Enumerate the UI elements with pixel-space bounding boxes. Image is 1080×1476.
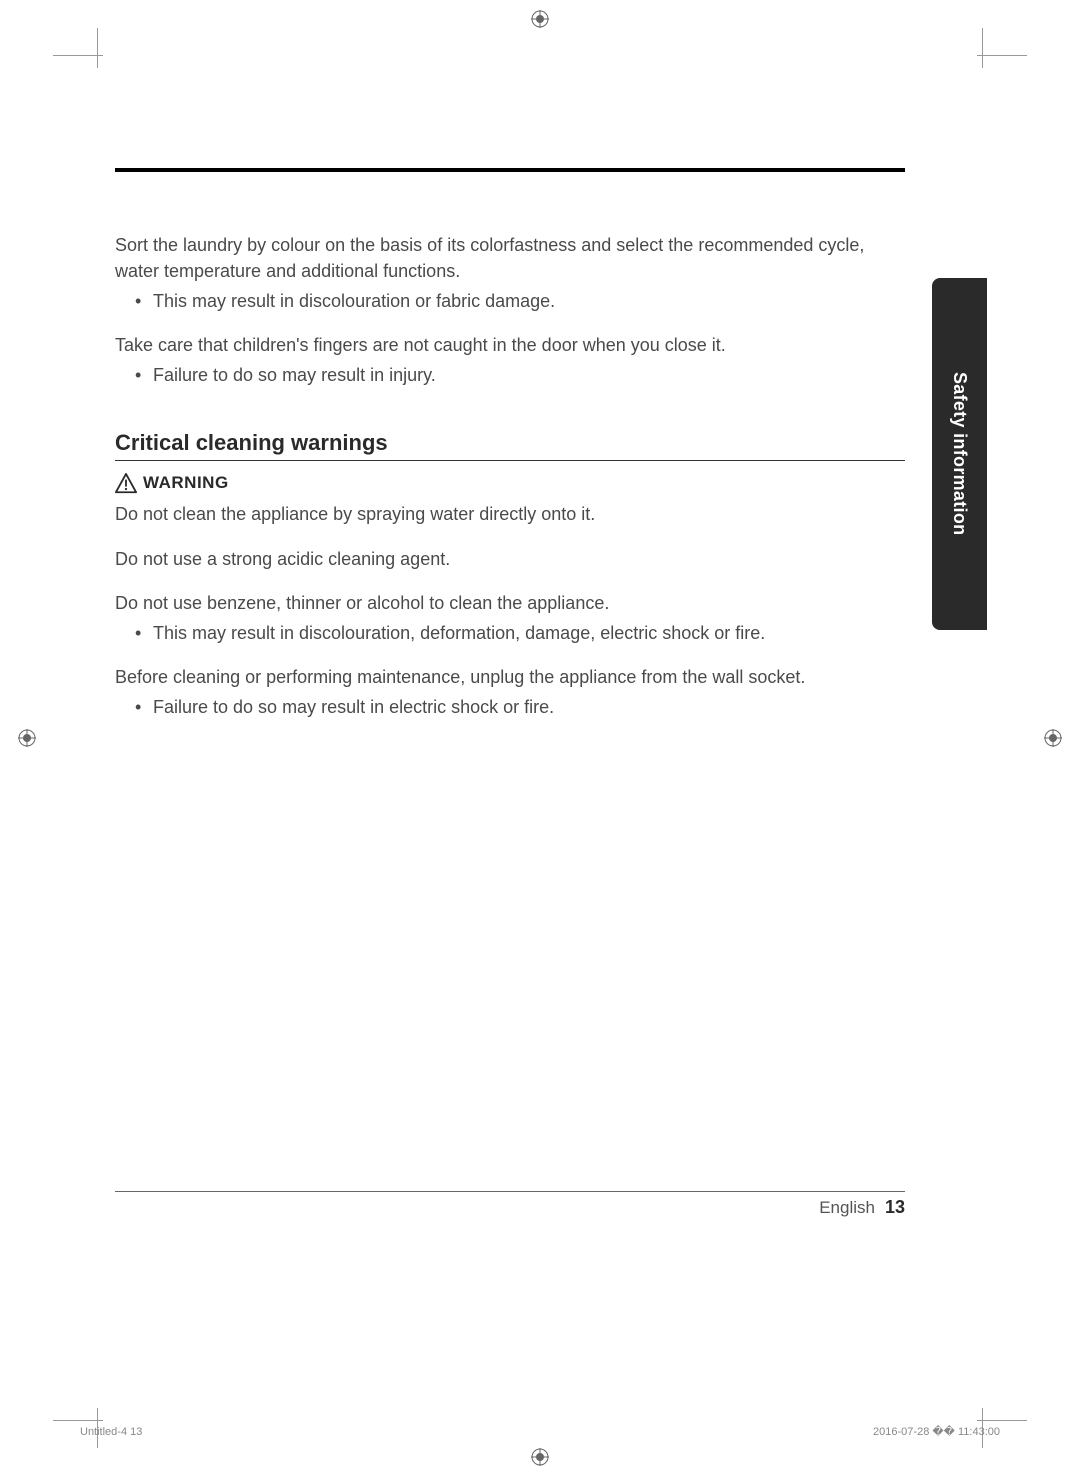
paragraph: Do not use benzene, thinner or alcohol t… <box>115 590 905 616</box>
section-tab-label: Safety information <box>949 372 970 535</box>
registration-mark-icon <box>531 1448 549 1466</box>
paragraph: Sort the laundry by colour on the basis … <box>115 232 905 284</box>
crop-mark <box>58 28 98 68</box>
print-job-left: Untitled-4 13 <box>80 1426 142 1438</box>
footer: English 13 <box>819 1197 905 1218</box>
list-item: This may result in discolouration or fab… <box>135 288 905 314</box>
warning-label: WARNING <box>143 473 229 493</box>
registration-mark-icon <box>531 10 549 28</box>
paragraph: Before cleaning or performing maintenanc… <box>115 664 905 690</box>
list-item: Failure to do so may result in electric … <box>135 694 905 720</box>
footer-rule <box>115 1191 905 1192</box>
paragraph: Do not clean the appliance by spraying w… <box>115 501 905 527</box>
warning-triangle-icon <box>115 473 137 493</box>
warning-header: WARNING <box>115 473 905 493</box>
crop-mark <box>982 28 1022 68</box>
list-item: Failure to do so may result in injury. <box>135 362 905 388</box>
list-item: This may result in discolouration, defor… <box>135 620 905 646</box>
section-tab: Safety information <box>932 278 987 630</box>
registration-mark-icon <box>1044 729 1062 747</box>
print-job-right: 2016-07-28 �� 11:43:00 <box>873 1425 1000 1438</box>
section-heading: Critical cleaning warnings <box>115 430 905 461</box>
page-number: 13 <box>885 1197 905 1218</box>
paragraph: Take care that children's fingers are no… <box>115 332 905 358</box>
paragraph: Do not use a strong acidic cleaning agen… <box>115 546 905 572</box>
registration-mark-icon <box>18 729 36 747</box>
main-content: Sort the laundry by colour on the basis … <box>115 170 905 720</box>
footer-language: English <box>819 1198 875 1218</box>
